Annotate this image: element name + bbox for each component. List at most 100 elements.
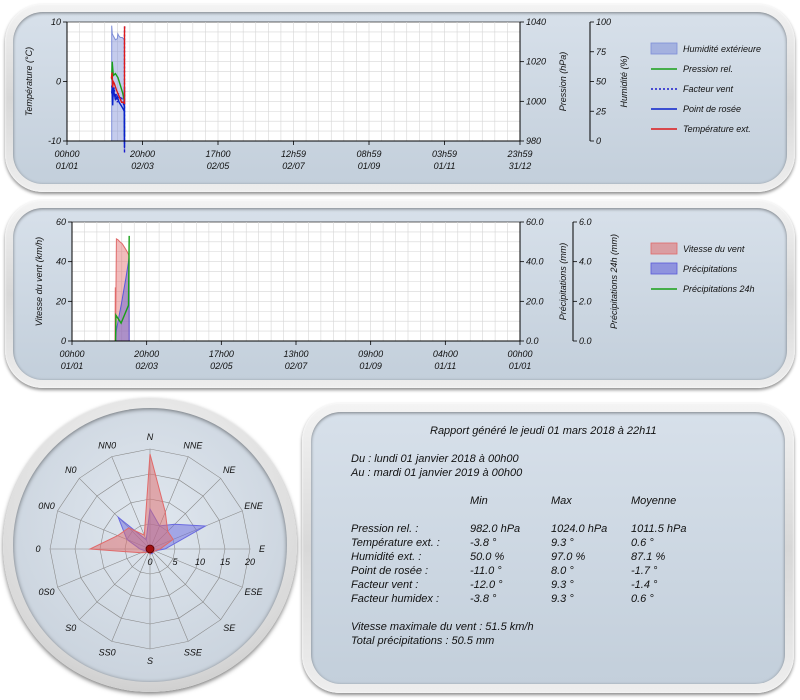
report-title: Rapport généré le jeudi 01 mars 2018 à 2… [430,425,657,437]
row-min: -11.0 ° [470,565,502,577]
rose-spoke [149,548,221,620]
rose-spoke [111,548,151,642]
x-tick-label: 01/11 [434,361,456,371]
series-line [110,26,126,105]
y-axis-label-right2: Humidité (%) [619,55,629,107]
x-tick-label: 00h00 [507,349,532,359]
legend-swatch [650,262,678,275]
row-max: 97.0 % [551,551,586,563]
legend-label: Facteur vent [683,84,734,94]
rose-direction-label: ESE [244,587,263,597]
x-tick-label: 02/07 [285,361,309,371]
y-tick-label: -10 [48,136,61,146]
rose-direction-label: N [147,432,154,442]
y-tick-label: 50 [596,77,606,87]
legend-label: Humidité extérieure [683,44,761,54]
rose-direction-label: S [147,656,153,666]
y-tick-label: 100 [596,17,611,27]
x-tick-label: 01/09 [358,161,381,171]
x-tick-label: 00h00 [59,349,84,359]
rose-spoke [79,548,151,620]
x-tick-label: 31/12 [509,161,532,171]
row-min: 50.0 % [470,551,505,563]
y-tick-label: 4.0 [579,257,592,267]
x-tick-label: 02/03 [135,361,158,371]
row-max: 9.3 ° [551,537,574,549]
x-tick-label: 00h00 [54,149,79,159]
row-avg: 87.1 % [631,551,666,563]
y-tick-label: 980 [526,136,541,146]
y-tick-label: 40.0 [526,257,544,267]
legend-label: Point de rosée [683,104,741,114]
rose-direction-label: NN0 [98,441,116,451]
row-avg: 0.6 ° [631,537,654,549]
rose-spoke [149,548,243,588]
y-tick-label: 20.0 [525,296,544,306]
row-min: -3.8 ° [470,537,497,549]
rose-direction-label: NNE [183,441,203,451]
rose-spoke [149,548,189,642]
y-tick-label: 60.0 [526,217,544,227]
rose-direction-label: NE [223,465,236,475]
row-avg: -1.7 ° [631,565,658,577]
x-tick-label: 03h59 [432,149,457,159]
rose-direction-label: 0S0 [39,587,55,597]
y-axis-label-right2: Précipitations 24h (mm) [609,234,619,329]
y-tick-label: 2.0 [578,296,592,306]
col-header-avg: Moyenne [631,495,677,507]
x-tick-label: 09h00 [358,349,383,359]
x-tick-label: 17h00 [205,149,230,159]
report-total-rain: Total précipitations : 50.5 mm [351,635,495,647]
row-avg: -1.4 ° [631,579,658,591]
legend-label: Température ext. [683,124,751,134]
rose-direction-label: SE [223,623,236,633]
legend-label: Précipitations [683,264,738,274]
row-label: Pression rel. : [351,523,419,535]
row-max: 8.0 ° [551,565,574,577]
y-tick-label: 1000 [526,96,546,106]
row-avg: 1011.5 hPa [631,523,687,535]
x-tick-label: 02/03 [131,161,154,171]
y-tick-label: 1040 [526,17,546,27]
y-axis-label-left: Température (°C) [24,47,34,116]
x-tick-label: 13h00 [283,349,308,359]
y-axis-label-left: Vitesse du vent (km/h) [34,237,44,326]
row-max: 9.3 ° [551,593,574,605]
col-header-max: Max [551,495,572,507]
y-axis-label-right1: Précipitations (mm) [558,243,568,321]
row-min: 982.0 hPa [470,523,521,535]
x-tick-label: 20h00 [133,349,159,359]
rose-radial-tick: 15 [220,557,231,567]
y-tick-label: 10 [51,17,61,27]
row-label: Point de rosée : [351,565,429,577]
row-label: Facteur humidex : [351,593,440,605]
rose-direction-label: 0N0 [38,501,55,511]
x-tick-label: 08h59 [356,149,381,159]
x-tick-label: 01/01 [61,361,84,371]
rose-direction-label: S0 [65,623,76,633]
row-label: Température ext. : [351,537,440,549]
rose-direction-label: N0 [65,465,77,475]
x-tick-label: 01/01 [509,361,532,371]
rose-direction-label: 0 [35,544,40,554]
rose-radial-tick: 0 [147,557,152,567]
y-axis-label-right1: Pression (hPa) [558,52,568,112]
legend-label: Précipitations 24h [683,284,755,294]
wind-chart: 0 20 40 60 Vitesse du vent (km/h) 0.0 20.0 40.0… [34,217,755,371]
x-tick-label: 17h00 [209,349,234,359]
series-line [114,235,130,342]
y-tick-label: 20 [55,296,66,306]
x-tick-label: 12h59 [281,149,306,159]
row-max: 1024.0 hPa [551,523,608,535]
x-tick-label: 20h00 [129,149,155,159]
rose-direction-label: SS0 [99,647,116,657]
x-tick-label: 02/07 [282,161,306,171]
x-tick-label: 02/05 [210,361,234,371]
legend-label: Pression rel. [683,64,733,74]
y-tick-label: 0 [56,77,61,87]
y-tick-label: 40 [56,257,66,267]
rose-direction-label: ENE [244,501,264,511]
row-min: -3.8 ° [470,593,497,605]
